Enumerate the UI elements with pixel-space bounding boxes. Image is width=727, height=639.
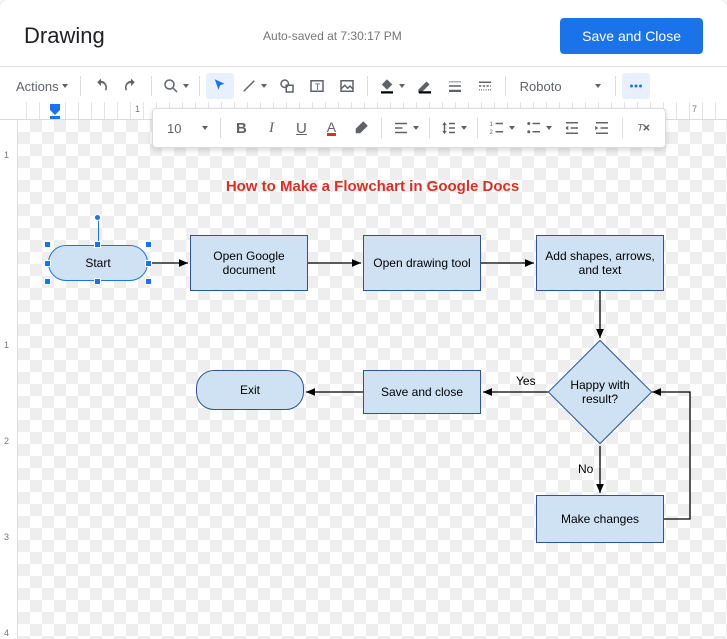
resize-handle-nw[interactable] (44, 241, 51, 248)
ruler-tick: 1 (4, 340, 9, 350)
ruler-vertical: 1 1 2 3 4 (0, 120, 18, 639)
node-add-shapes[interactable]: Add shapes, arrows, and text (536, 235, 664, 291)
line-tool[interactable] (236, 73, 271, 99)
text-color-button[interactable]: A (317, 115, 345, 141)
ruler-tick: 7 (692, 104, 697, 114)
indent-button[interactable] (588, 115, 616, 141)
node-open-doc[interactable]: Open Google document (190, 235, 308, 291)
bold-button[interactable]: B (227, 115, 255, 141)
select-tool[interactable] (206, 73, 234, 99)
separator (477, 118, 478, 138)
node-start[interactable]: Start (48, 245, 148, 281)
font-size-select[interactable]: 10 (161, 115, 214, 141)
shape-label: Start (83, 256, 112, 270)
svg-text:T: T (637, 122, 645, 134)
svg-text:1: 1 (490, 122, 494, 128)
resize-handle-e[interactable] (145, 260, 152, 267)
shape-label: Make changes (561, 512, 639, 526)
resize-handle-sw[interactable] (44, 278, 51, 285)
fill-color-button[interactable] (374, 73, 409, 99)
autosave-status: Auto-saved at 7:30:17 PM (263, 29, 402, 43)
ruler-tick: 2 (4, 436, 9, 446)
drawing-dialog: Drawing Auto-saved at 7:30:17 PM Save an… (0, 0, 727, 639)
underline-button[interactable]: U (287, 115, 315, 141)
shape-label: Save and close (381, 385, 463, 399)
shape-label: Happy with result? (568, 378, 632, 406)
shape-label: Open Google document (195, 249, 303, 277)
outdent-button[interactable] (558, 115, 586, 141)
border-dash-button[interactable] (471, 73, 499, 99)
italic-button[interactable]: I (257, 115, 285, 141)
separator (615, 76, 616, 96)
indent-marker[interactable] (48, 102, 62, 120)
clear-formatting-button[interactable]: T (629, 115, 657, 141)
undo-button[interactable] (87, 73, 115, 99)
save-and-close-button[interactable]: Save and Close (560, 18, 703, 54)
rotate-handle[interactable] (94, 214, 101, 221)
resize-handle-n[interactable] (94, 241, 101, 248)
border-weight-button[interactable] (441, 73, 469, 99)
numbered-list-button[interactable]: 12 (484, 115, 519, 141)
toolbar-main: Actions T Roboto (0, 67, 727, 105)
image-tool[interactable] (333, 73, 361, 99)
resize-handle-s[interactable] (94, 278, 101, 285)
separator (381, 118, 382, 138)
edge-label-no[interactable]: No (578, 462, 593, 476)
edge-label-yes[interactable]: Yes (516, 374, 536, 388)
separator (80, 76, 81, 96)
border-color-button[interactable] (411, 73, 439, 99)
line-spacing-button[interactable] (436, 115, 471, 141)
separator (220, 118, 221, 138)
resize-handle-w[interactable] (44, 260, 51, 267)
separator (199, 76, 200, 96)
align-button[interactable] (388, 115, 423, 141)
ruler-tick: 1 (135, 104, 140, 114)
shape-label: Add shapes, arrows, and text (541, 249, 659, 277)
node-open-draw[interactable]: Open drawing tool (363, 235, 481, 291)
font-family-select[interactable]: Roboto (512, 79, 609, 94)
resize-handle-ne[interactable] (145, 241, 152, 248)
redo-button[interactable] (117, 73, 145, 99)
separator (151, 76, 152, 96)
separator (367, 76, 368, 96)
node-exit[interactable]: Exit (196, 370, 304, 410)
toolbar-text: 10 B I U A 12 T (152, 108, 666, 148)
textbox-tool[interactable]: T (303, 73, 331, 99)
resize-handle-se[interactable] (145, 278, 152, 285)
svg-text:T: T (314, 82, 320, 92)
ruler-tick: 3 (4, 532, 9, 542)
ruler-tick: 4 (4, 628, 9, 638)
zoom-button[interactable] (158, 73, 193, 99)
separator (622, 118, 623, 138)
node-changes[interactable]: Make changes (536, 495, 664, 543)
dialog-title: Drawing (24, 23, 105, 49)
shape-label: Exit (240, 383, 260, 397)
dialog-header: Drawing Auto-saved at 7:30:17 PM Save an… (0, 0, 727, 66)
bulleted-list-button[interactable] (521, 115, 556, 141)
separator (505, 76, 506, 96)
separator (429, 118, 430, 138)
highlight-button[interactable] (347, 115, 375, 141)
more-button[interactable] (622, 73, 650, 99)
actions-menu[interactable]: Actions (10, 73, 74, 99)
svg-text:2: 2 (490, 130, 494, 136)
shape-tool[interactable] (273, 73, 301, 99)
ruler-tick: 1 (4, 150, 9, 160)
shape-label: Open drawing tool (373, 256, 470, 270)
node-save[interactable]: Save and close (363, 370, 481, 414)
drawing-canvas[interactable]: How to Make a Flowchart in Google Docs Y… (18, 120, 727, 639)
